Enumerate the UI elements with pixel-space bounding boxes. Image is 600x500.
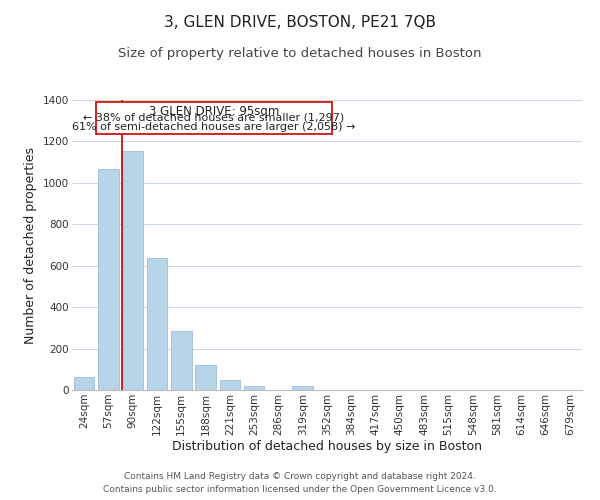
Bar — [74, 376, 94, 390]
Bar — [244, 386, 265, 390]
Text: 3, GLEN DRIVE, BOSTON, PE21 7QB: 3, GLEN DRIVE, BOSTON, PE21 7QB — [164, 15, 436, 30]
X-axis label: Distribution of detached houses by size in Boston: Distribution of detached houses by size … — [172, 440, 482, 454]
Text: Contains public sector information licensed under the Open Government Licence v3: Contains public sector information licen… — [103, 485, 497, 494]
Text: ← 38% of detached houses are smaller (1,297): ← 38% of detached houses are smaller (1,… — [83, 113, 344, 123]
Bar — [98, 170, 119, 390]
Text: 61% of semi-detached houses are larger (2,058) →: 61% of semi-detached houses are larger (… — [73, 122, 356, 132]
Bar — [195, 365, 216, 390]
Text: Size of property relative to detached houses in Boston: Size of property relative to detached ho… — [118, 48, 482, 60]
FancyBboxPatch shape — [96, 102, 332, 134]
Bar — [292, 386, 313, 390]
Bar — [146, 258, 167, 390]
Y-axis label: Number of detached properties: Number of detached properties — [25, 146, 37, 344]
Text: Contains HM Land Registry data © Crown copyright and database right 2024.: Contains HM Land Registry data © Crown c… — [124, 472, 476, 481]
Text: 3 GLEN DRIVE: 95sqm: 3 GLEN DRIVE: 95sqm — [149, 105, 279, 118]
Bar — [122, 151, 143, 390]
Bar — [220, 380, 240, 390]
Bar — [171, 331, 191, 390]
